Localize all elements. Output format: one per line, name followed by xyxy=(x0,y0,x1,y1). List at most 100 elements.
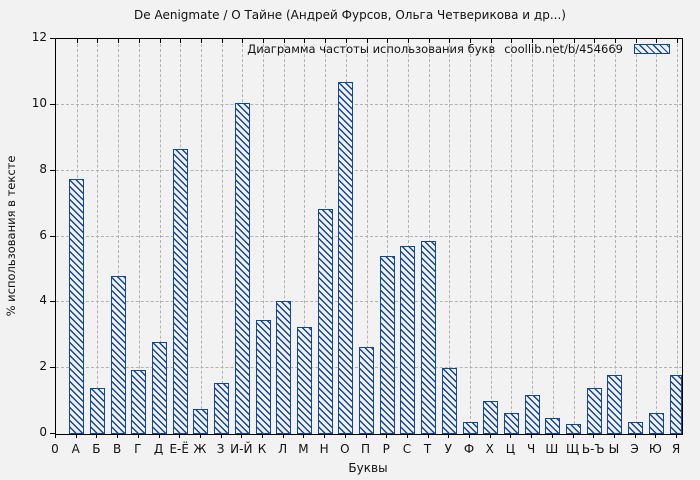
x-tick xyxy=(117,434,119,438)
top-tick xyxy=(573,39,575,43)
x-tick-label: Ф xyxy=(463,442,475,456)
frequency-bar xyxy=(317,208,333,434)
x-tick-label: В xyxy=(112,442,122,456)
top-tick xyxy=(97,39,99,43)
y-tick xyxy=(50,301,55,303)
x-tick xyxy=(551,434,553,438)
v-gridline xyxy=(159,39,161,434)
frequency-bar xyxy=(255,320,271,434)
x-tick-label: Т xyxy=(423,442,432,456)
frequency-bar xyxy=(628,422,644,434)
v-gridline xyxy=(656,39,658,434)
x-tick-label: Н xyxy=(319,442,329,456)
x-tick-label: Д xyxy=(153,442,164,456)
top-tick xyxy=(490,39,492,43)
x-tick xyxy=(386,434,388,438)
x-tick-label: С xyxy=(402,442,412,456)
chart-title: De Aenigmate / О Тайне (Андрей Фурсов, О… xyxy=(134,8,566,22)
frequency-bar xyxy=(524,394,540,434)
x-tick xyxy=(220,434,222,438)
frequency-bar xyxy=(400,246,416,434)
top-tick xyxy=(552,39,554,43)
x-tick xyxy=(427,434,429,438)
y-tick-label: 0 xyxy=(39,425,47,439)
top-tick xyxy=(138,39,140,43)
x-tick xyxy=(241,434,243,438)
y-tick xyxy=(50,367,55,369)
top-tick xyxy=(283,39,285,43)
y-tick xyxy=(50,433,55,434)
top-tick xyxy=(449,39,451,43)
x-tick-label: З xyxy=(216,442,225,456)
v-gridline xyxy=(263,39,264,434)
x-tick-label: Э xyxy=(630,442,639,456)
y-tick-label: 8 xyxy=(39,161,47,176)
v-gridline xyxy=(552,39,554,434)
y-tick-label: 12 xyxy=(31,30,47,44)
frequency-bar xyxy=(503,412,519,434)
x-tick-label: Ю xyxy=(648,442,662,456)
h-gridline xyxy=(56,169,682,171)
frequency-bar xyxy=(152,341,167,434)
top-tick xyxy=(366,39,368,43)
frequency-bar xyxy=(607,374,623,434)
v-gridline xyxy=(97,39,99,434)
x-tick xyxy=(613,434,615,438)
y-tick xyxy=(50,38,55,39)
top-tick xyxy=(532,39,534,43)
plot-area: Диаграмма частоты использования букв coo… xyxy=(55,38,683,435)
y-tick-label: 6 xyxy=(39,227,47,242)
v-gridline xyxy=(470,39,471,434)
v-gridline xyxy=(614,39,616,434)
frequency-bar xyxy=(421,241,437,434)
top-tick xyxy=(635,39,637,43)
top-tick xyxy=(304,39,306,43)
legend-label: Диаграмма частоты использования букв xyxy=(247,42,496,56)
x-tick xyxy=(469,434,470,438)
v-gridline xyxy=(200,39,202,434)
x-tick-label: А xyxy=(71,442,80,456)
x-tick-label: П xyxy=(360,442,371,456)
x-tick xyxy=(324,434,326,438)
v-gridline xyxy=(490,39,492,434)
x-tick-label: Г xyxy=(134,442,142,456)
x-tick-label: Л xyxy=(278,442,288,456)
frequency-bar xyxy=(359,346,374,434)
frequency-bar xyxy=(545,417,561,434)
v-gridline xyxy=(387,39,389,434)
frequency-bar xyxy=(462,422,478,434)
top-tick xyxy=(470,39,471,43)
x-tick-label: 0 xyxy=(51,442,59,456)
x-tick xyxy=(365,434,367,438)
v-gridline xyxy=(138,39,140,434)
frequency-bar xyxy=(379,256,395,434)
top-tick xyxy=(76,39,78,43)
frequency-bar xyxy=(566,424,581,434)
frequency-bar xyxy=(110,276,126,434)
hatched-bar-swatch-icon xyxy=(634,44,670,54)
top-tick xyxy=(677,39,678,43)
v-gridline xyxy=(573,39,575,434)
x-tick xyxy=(634,434,636,438)
x-tick-label: Р xyxy=(382,442,390,456)
x-tick-label: У xyxy=(444,442,452,456)
y-tick-label: 2 xyxy=(39,359,47,374)
x-tick xyxy=(531,434,533,438)
frequency-bar xyxy=(441,368,457,434)
x-tick xyxy=(655,434,657,438)
x-tick-label: Я xyxy=(671,442,681,456)
y-tick xyxy=(50,235,55,237)
x-tick xyxy=(572,434,574,438)
v-gridline xyxy=(221,39,223,434)
v-gridline xyxy=(449,39,451,434)
top-tick xyxy=(242,39,244,43)
top-tick xyxy=(594,39,596,43)
legend-source: coollib.net/b/454669 xyxy=(504,42,623,56)
top-tick xyxy=(656,39,658,43)
top-tick xyxy=(263,39,264,43)
x-tick xyxy=(282,434,284,438)
v-gridline xyxy=(118,39,120,434)
frequency-bar xyxy=(483,401,499,434)
x-tick xyxy=(137,434,139,438)
v-gridline xyxy=(677,39,678,434)
